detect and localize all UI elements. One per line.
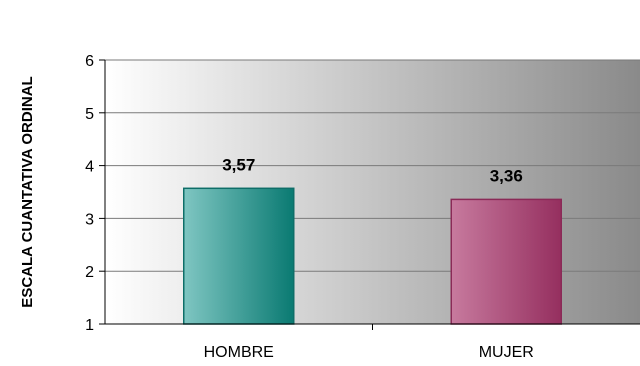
bar-hombre: [183, 187, 295, 325]
data-label-mujer: 3,36: [490, 166, 523, 185]
y-tick-label: 6: [85, 53, 94, 70]
y-tick-label: 1: [85, 317, 94, 334]
y-tick-label: 3: [85, 211, 94, 228]
y-axis: 1 2 3 4 5 6: [85, 53, 106, 334]
x-tick-label-mujer: MUJER: [479, 344, 534, 361]
y-tick-label: 2: [85, 264, 94, 281]
bar-mujer: [450, 198, 562, 325]
data-label-hombre: 3,57: [222, 155, 255, 174]
y-axis-title: ESCALA CUANTATIVA ORDINAL: [19, 76, 36, 307]
x-tick-label-hombre: HOMBRE: [204, 344, 274, 361]
bars: 3,57 3,36: [183, 155, 562, 325]
y-tick-label: 4: [85, 159, 94, 176]
x-axis: HOMBRE MUJER: [105, 323, 640, 361]
y-tick-label: 5: [85, 106, 94, 123]
